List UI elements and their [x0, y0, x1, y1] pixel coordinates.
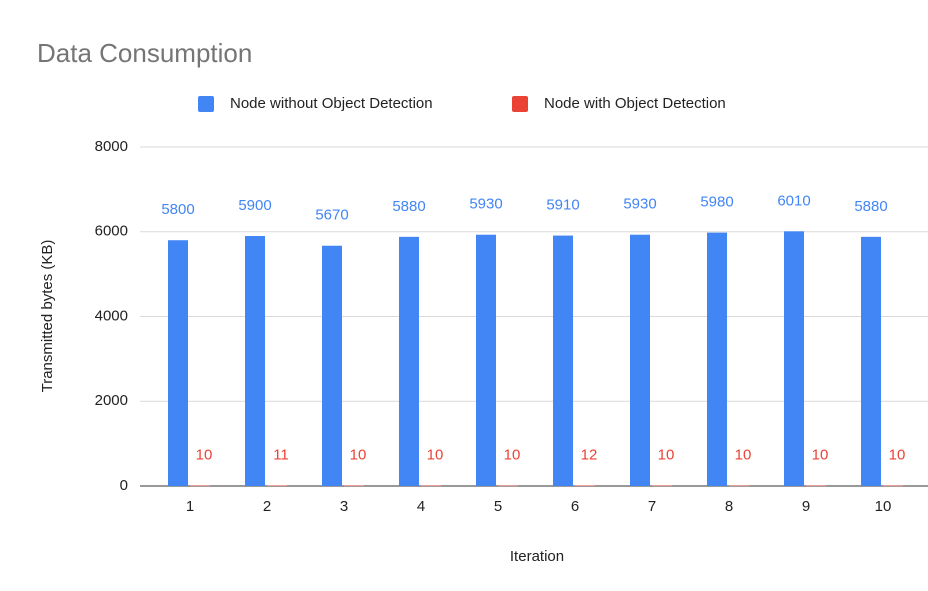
y-axis-label: Transmitted bytes (KB) — [39, 240, 56, 393]
data-label: 5880 — [392, 198, 425, 215]
x-tick-label: 7 — [648, 498, 656, 515]
x-tick-label: 4 — [417, 498, 425, 515]
x-tick-label: 5 — [494, 498, 502, 515]
y-tick-label: 6000 — [95, 223, 128, 240]
data-label: 10 — [504, 447, 521, 464]
legend-swatch — [512, 96, 528, 112]
bar — [729, 485, 749, 487]
legend-swatch — [198, 96, 214, 112]
bar — [421, 485, 441, 487]
bar — [784, 231, 804, 486]
x-tick-label: 3 — [340, 498, 348, 515]
data-label: 10 — [889, 447, 906, 464]
data-label: 10 — [427, 447, 444, 464]
bar — [883, 485, 903, 487]
bar — [498, 485, 518, 487]
legend-label: Node with Object Detection — [544, 95, 726, 112]
data-label: 10 — [658, 447, 675, 464]
bar — [399, 236, 419, 486]
x-tick-label: 8 — [725, 498, 733, 515]
x-tick-label: 10 — [875, 498, 892, 515]
bar — [168, 240, 188, 486]
data-label: 10 — [196, 447, 213, 464]
data-label: 6010 — [777, 192, 810, 209]
x-tick-label: 6 — [571, 498, 579, 515]
data-label: 5670 — [315, 207, 348, 224]
bar — [652, 485, 672, 487]
legend-label: Node without Object Detection — [230, 95, 433, 112]
bar — [190, 485, 210, 487]
data-label: 10 — [812, 447, 829, 464]
bar — [861, 236, 881, 486]
x-tick-label: 9 — [802, 498, 810, 515]
bar — [575, 485, 595, 486]
bar — [630, 234, 650, 486]
y-tick-label: 8000 — [95, 138, 128, 155]
data-label: 5800 — [161, 201, 194, 218]
bar — [806, 485, 826, 487]
bar — [707, 232, 727, 486]
data-label: 12 — [581, 446, 598, 463]
bar — [267, 485, 287, 487]
x-tick-label: 1 — [186, 498, 194, 515]
y-tick-label: 0 — [120, 477, 128, 494]
y-tick-label: 2000 — [95, 392, 128, 409]
x-tick-label: 2 — [263, 498, 271, 515]
data-label: 5980 — [700, 194, 733, 211]
x-axis-label: Iteration — [510, 548, 564, 565]
data-label: 10 — [735, 447, 752, 464]
bar — [344, 485, 364, 487]
data-label: 5880 — [854, 198, 887, 215]
y-tick-label: 4000 — [95, 307, 128, 324]
data-label: 5930 — [623, 196, 656, 213]
data-label: 5930 — [469, 196, 502, 213]
data-label: 5910 — [546, 197, 579, 214]
data-label: 10 — [350, 447, 367, 464]
bar — [322, 245, 342, 486]
bar — [245, 235, 265, 486]
bar — [553, 235, 573, 486]
bar — [476, 234, 496, 486]
data-label: 5900 — [238, 197, 271, 214]
data-label: 11 — [273, 447, 289, 464]
chart-title: Data Consumption — [37, 38, 252, 68]
